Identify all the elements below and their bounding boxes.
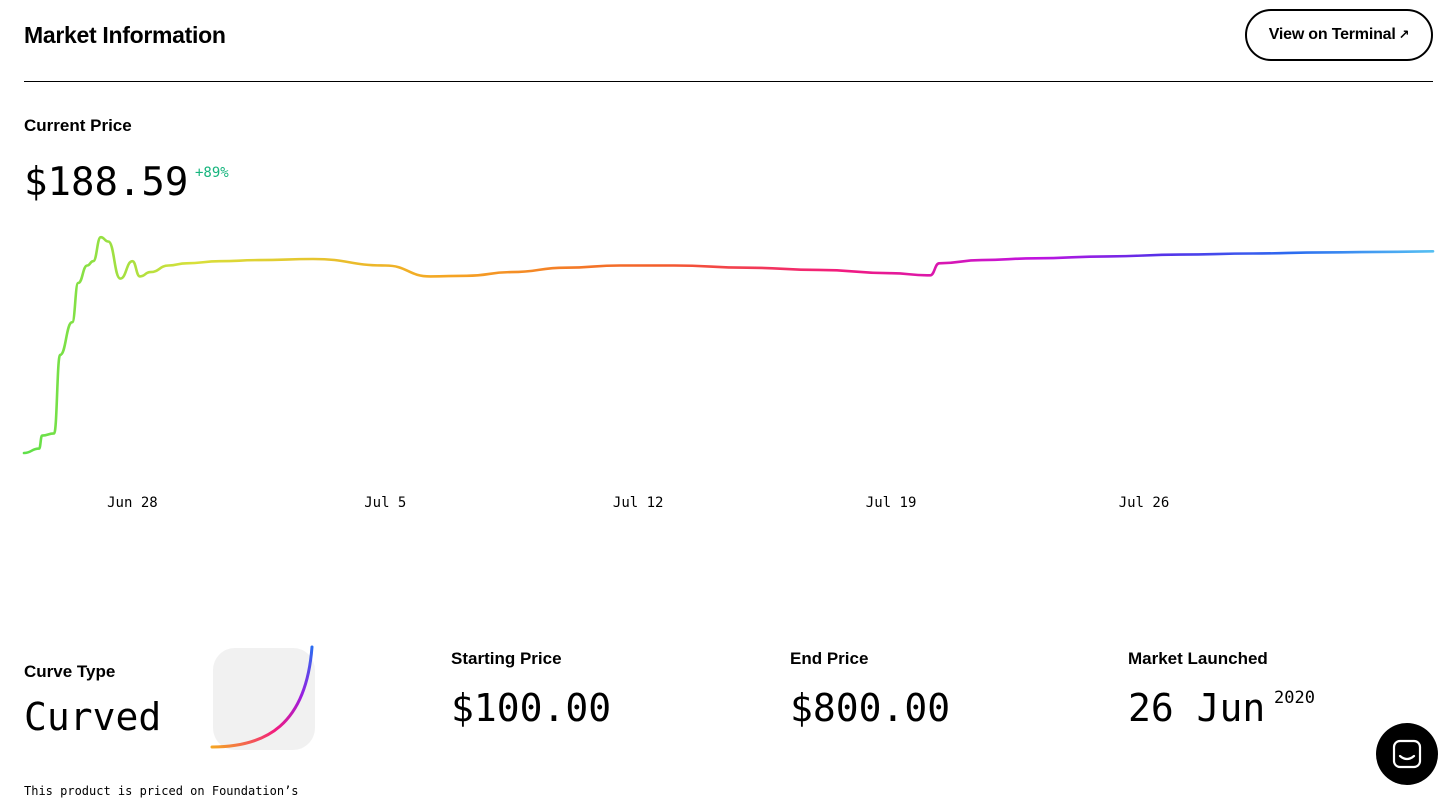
x-tick-label: Jul 19 <box>866 495 917 511</box>
chat-bubble-icon <box>1392 739 1422 769</box>
market-launched-year: 2020 <box>1274 688 1315 708</box>
starting-price-label: Starting Price <box>451 649 562 668</box>
price-chart: Jun 28 Jul 5 Jul 12 Jul 19 Jul 26 <box>22 235 1435 511</box>
x-tick-label: Jun 28 <box>107 495 158 511</box>
curve-type-label: Curve Type <box>24 662 116 681</box>
view-on-terminal-label: View on Terminal <box>1268 26 1396 43</box>
x-tick-label: Jul 5 <box>364 495 406 511</box>
page-title: Market Information <box>24 22 226 48</box>
x-tick-label: Jul 26 <box>1119 495 1170 511</box>
current-price-label: Current Price <box>24 116 132 135</box>
end-price-value: $800.00 <box>790 686 951 730</box>
starting-price-value: $100.00 <box>451 686 612 730</box>
curve-graph-icon <box>210 645 315 750</box>
chat-button[interactable] <box>1376 723 1438 785</box>
current-price-value: $188.59 <box>24 160 189 205</box>
market-launched-label: Market Launched <box>1128 649 1268 668</box>
end-price-label: End Price <box>790 649 869 668</box>
price-series-line <box>22 235 1435 455</box>
x-tick-label: Jul 12 <box>613 495 664 511</box>
view-on-terminal-button[interactable]: View on Terminal ↗ <box>1245 9 1433 61</box>
curve-type-value: Curved <box>24 695 162 739</box>
price-change-badge: +89% <box>195 165 229 181</box>
pricing-footnote: This product is priced on Foundation’s <box>24 784 299 798</box>
arrow-up-right-icon: ↗ <box>1398 27 1410 42</box>
market-launched-value: 26 Jun <box>1128 686 1266 730</box>
market-info-header: Market Information View on Terminal ↗ <box>24 0 1433 82</box>
